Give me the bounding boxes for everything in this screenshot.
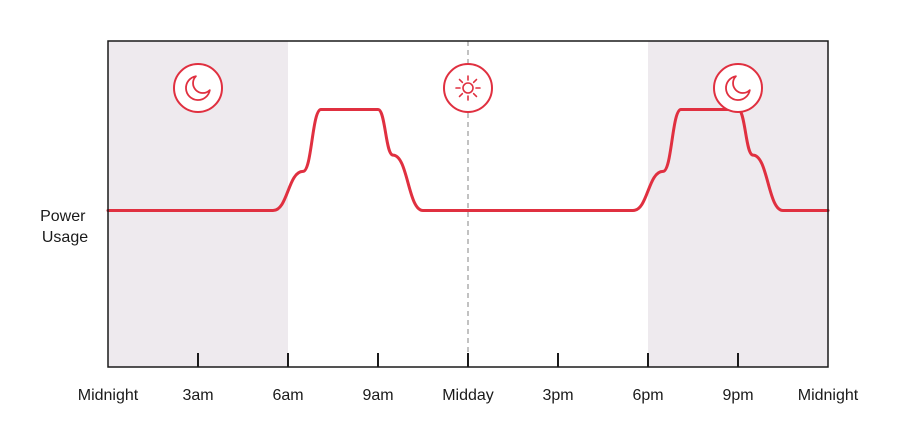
x-tick-label-0: Midnight [78,387,139,404]
moon-crescent [725,75,751,101]
sun-ray [472,78,478,84]
sun-icon-ring [443,63,493,113]
sun-ray [458,92,464,98]
x-tick-label-2: 6am [272,387,303,404]
usage-series-line-0 [106,107,830,213]
y-axis-label-line-1: Power [40,208,86,225]
x-axis-ticks [197,353,739,367]
moon-icon-ring [713,63,763,113]
icon-layer [173,63,763,113]
x-tick-label-5: 3pm [542,387,573,404]
x-tick-label-7: 9pm [722,387,753,404]
x-tick-label-3: 9am [362,387,393,404]
sun-ray [472,92,478,98]
x-tick-label-4: Midday [442,387,494,404]
moon-icon-ring [173,63,223,113]
sun-core [462,82,474,94]
sun-ray [458,78,464,84]
y-axis-label: Power Usage [40,208,90,246]
moon-icon [713,63,763,113]
y-axis-label-line-2: Usage [42,229,88,246]
usage-line-layer [106,107,830,213]
sun-icon [443,63,493,113]
moon-icon [173,63,223,113]
x-axis-tick-labels: Midnight 3am 6am 9am Midday 3pm 6pm 9pm Midnight [78,387,859,404]
x-tick-label-8: Midnight [798,387,859,404]
x-tick-label-1: 3am [182,387,213,404]
x-tick-label-6: 6pm [632,387,663,404]
moon-crescent [185,75,211,101]
